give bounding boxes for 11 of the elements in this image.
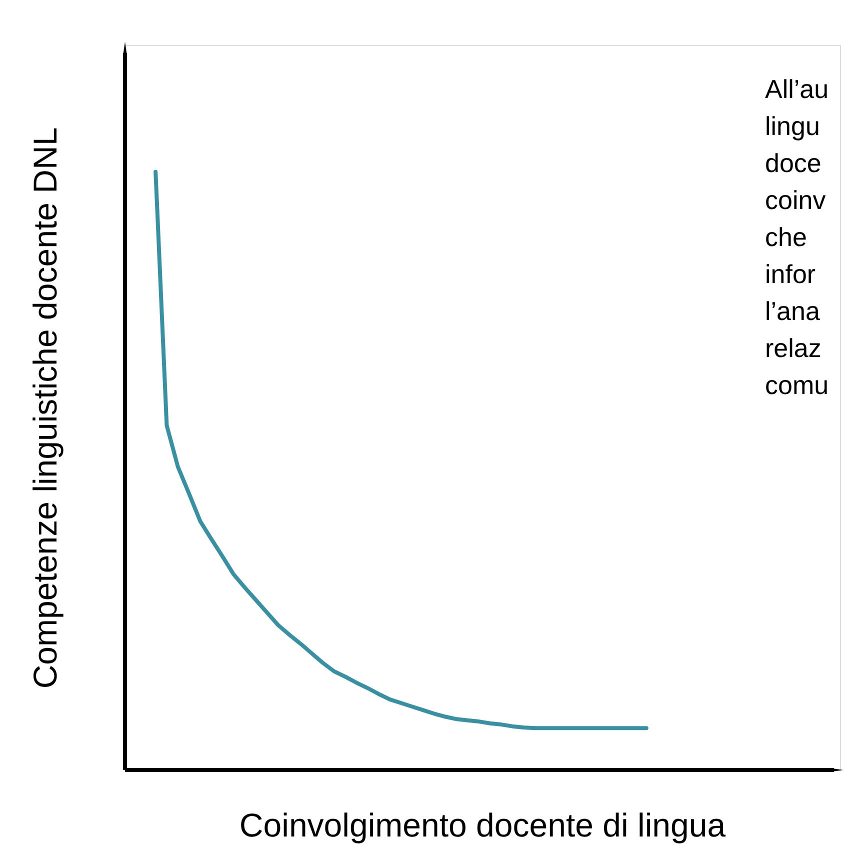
text: comu [765, 370, 829, 400]
text: coinv [765, 185, 826, 215]
text: relaz [765, 333, 822, 363]
x-axis-title: Coinvolgimento docente di lingua [239, 806, 726, 844]
text: lingu [765, 111, 820, 141]
text: che [765, 222, 807, 252]
text: doce [765, 148, 822, 178]
text: l’ana [765, 296, 820, 326]
text: All’au [765, 74, 829, 104]
y-axis-title: Competenze linguistiche docente DNL [26, 127, 64, 689]
text: infor [765, 259, 816, 289]
